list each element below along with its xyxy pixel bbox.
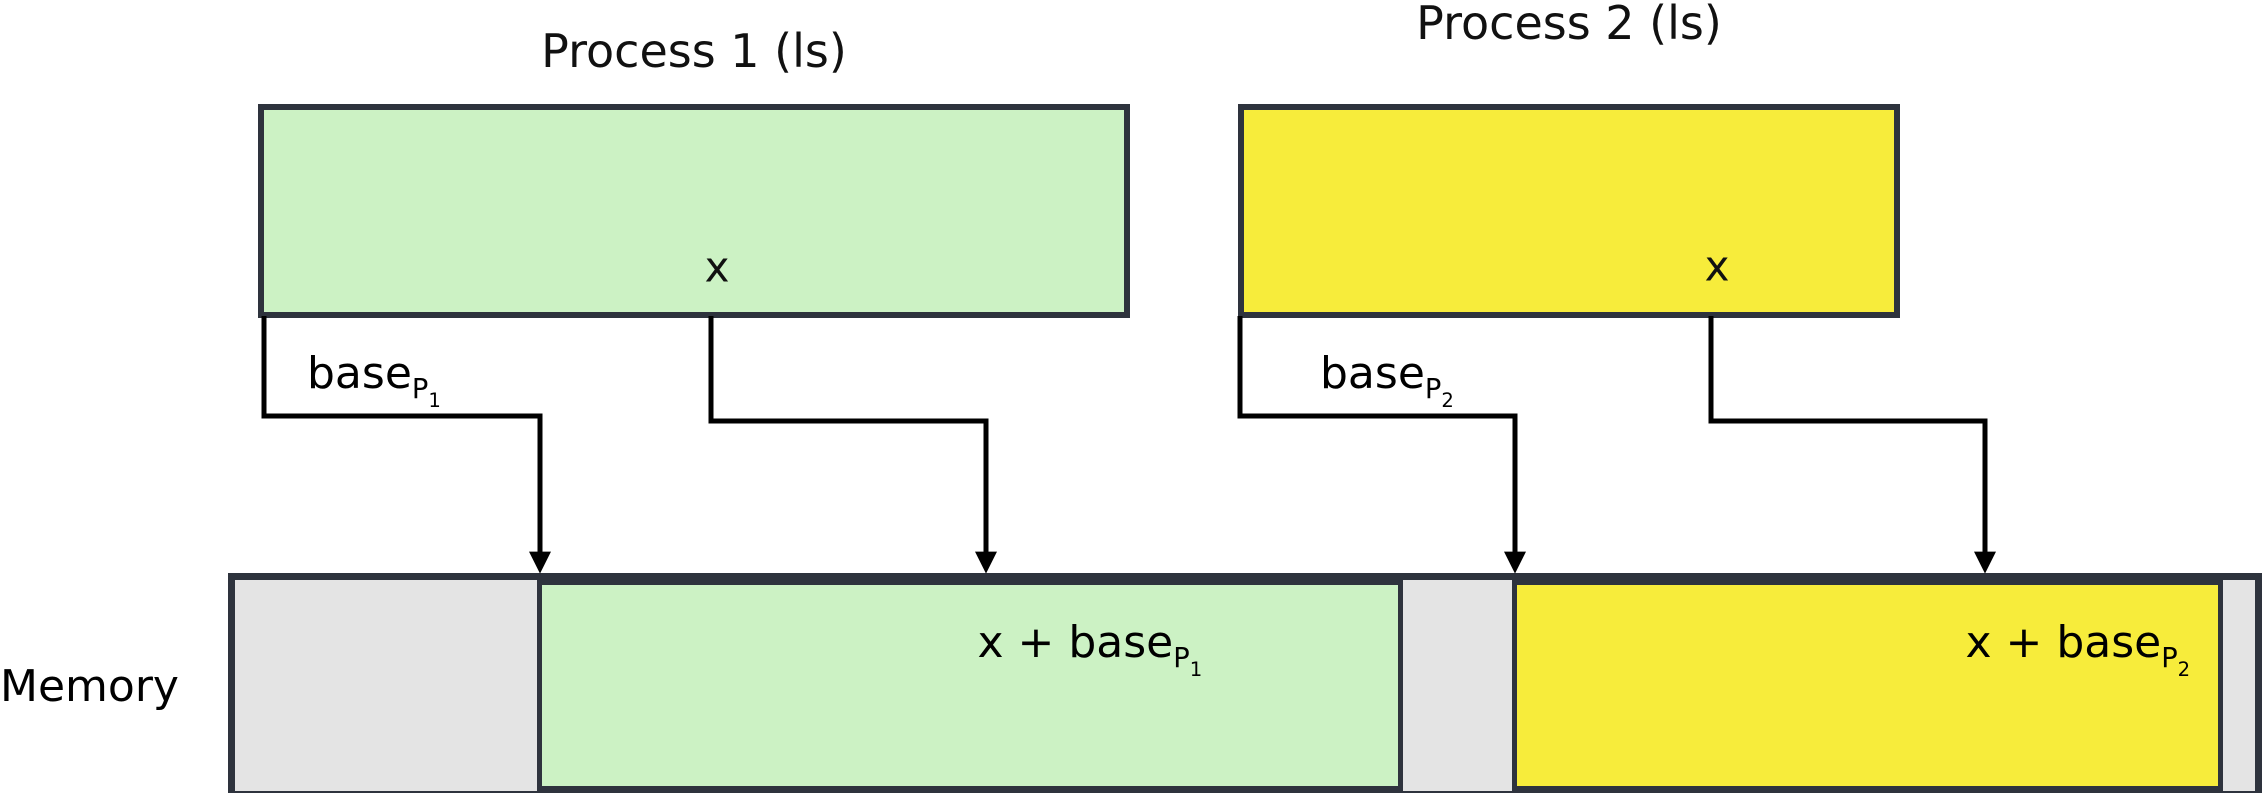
- base-p2-label: baseP2: [1320, 348, 1454, 412]
- process1-title: Process 1 (ls): [541, 24, 847, 78]
- memory-segment-process2-label: x + baseP2: [1965, 617, 2191, 681]
- process2-x-label: x: [1704, 241, 1730, 291]
- process1-address-space-box: x: [258, 104, 1130, 318]
- memory-segment-process1-label: x + baseP1: [977, 617, 1203, 681]
- arrow-x-plus-base-p2: [1708, 316, 1997, 574]
- arrow-x-plus-base-p1: [708, 316, 998, 574]
- process2-address-space-box: x: [1238, 104, 1900, 318]
- base-p1-label: baseP1: [307, 348, 441, 412]
- process2-title: Process 2 (ls): [1416, 0, 1722, 50]
- memory-bar: x + baseP1 x + baseP2: [228, 573, 2262, 793]
- memory-segment-process2: x + baseP2: [1512, 580, 2223, 791]
- memory-segment-process1: x + baseP1: [537, 580, 1403, 791]
- process1-x-label: x: [704, 242, 730, 292]
- memory-label: Memory: [0, 661, 179, 712]
